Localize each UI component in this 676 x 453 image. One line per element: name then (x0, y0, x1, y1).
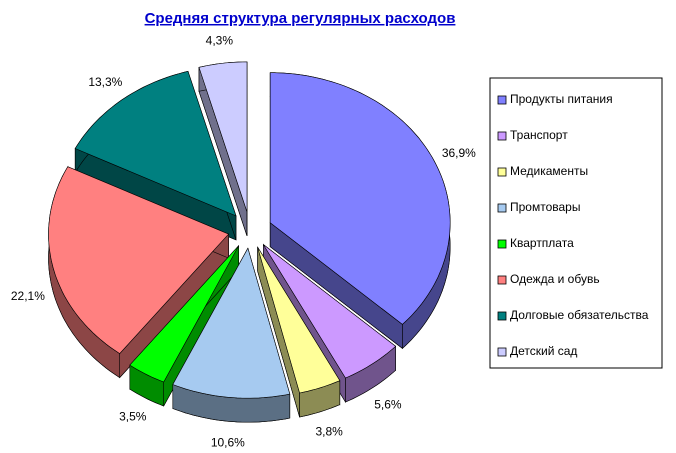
slice (48, 166, 230, 354)
data-label: 10,6% (211, 436, 245, 450)
legend-label: Детский сад (510, 344, 577, 358)
legend-swatch (497, 203, 507, 213)
legend-label: Продукты питания (510, 92, 613, 106)
legend-swatch (497, 311, 507, 321)
data-label: 22,1% (11, 289, 45, 303)
legend-label: Промтовары (510, 200, 580, 214)
slice (172, 247, 291, 399)
slice (74, 70, 237, 217)
slice (257, 246, 341, 394)
legend-swatch (497, 275, 507, 285)
slice (198, 61, 248, 212)
data-label: 3,8% (315, 425, 343, 439)
data-label: 5,6% (374, 398, 402, 412)
legend-label: Медикаменты (510, 164, 588, 178)
slice (263, 244, 397, 379)
legend-label: Транспорт (510, 128, 568, 142)
data-label: 13,3% (88, 75, 122, 89)
legend-swatch (497, 131, 507, 141)
legend-swatch (497, 239, 507, 249)
pie: 36,9% 5,6% 3,8% 10,6% 3,5% 22,1% 13,3% 4,3% (11, 34, 476, 450)
legend: Продукты питания Транспорт Медикаменты Пром… (497, 92, 649, 358)
legend-box (489, 77, 663, 369)
legend-swatch (497, 347, 507, 357)
legend-label: Квартплата (510, 236, 574, 250)
legend-label: Одежда и обувь (510, 272, 600, 286)
slice (129, 245, 239, 383)
legend-swatch (497, 167, 507, 177)
data-label: 3,5% (119, 409, 147, 423)
legend-label: Долговые обязательства (510, 308, 649, 322)
legend-swatch (497, 95, 507, 105)
slice (269, 72, 451, 325)
chart-title: Средняя структура регулярных расходов (145, 10, 456, 27)
data-label: 4,3% (206, 34, 234, 48)
data-label: 36,9% (442, 146, 476, 160)
